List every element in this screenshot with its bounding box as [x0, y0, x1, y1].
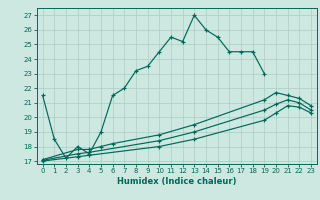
- X-axis label: Humidex (Indice chaleur): Humidex (Indice chaleur): [117, 177, 236, 186]
